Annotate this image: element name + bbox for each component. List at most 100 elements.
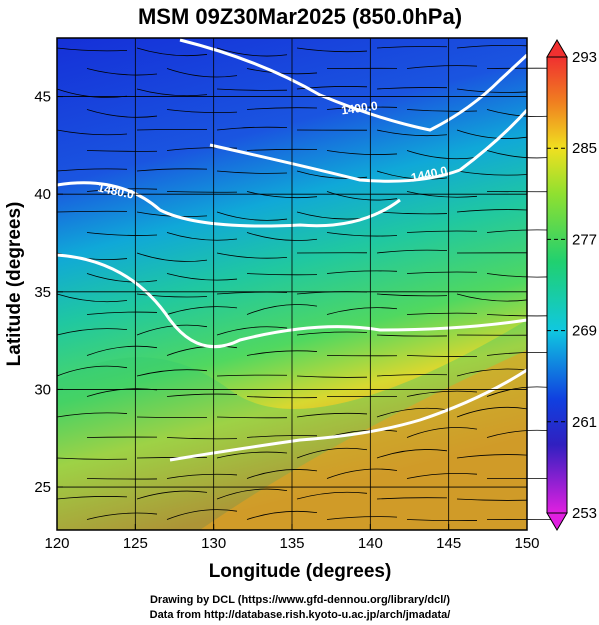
streamline: [216, 374, 288, 377]
streamline: [456, 44, 528, 49]
streamline: [456, 129, 528, 139]
streamline: [136, 47, 208, 57]
streamline: [376, 334, 448, 337]
streamline: [86, 478, 158, 480]
streamline: [406, 230, 478, 233]
y-tick-label: 45: [34, 89, 51, 106]
streamline: [406, 519, 478, 522]
streamline: [456, 368, 528, 377]
streamline: [406, 355, 478, 357]
streamline: [326, 516, 398, 520]
colorbar-max-arrow: [546, 39, 568, 58]
streamline: [456, 406, 528, 418]
streamline: [136, 457, 208, 459]
y-tick-label: 35: [34, 284, 51, 301]
streamline: [456, 454, 528, 459]
streamline: [136, 88, 208, 97]
colorbar-label: 285: [572, 140, 597, 157]
streamline: [406, 191, 478, 198]
streamline: [296, 491, 368, 500]
credit: Drawing by DCL (https://www.gfd-dennou.o…: [150, 594, 450, 606]
contours: [56, 38, 529, 462]
streamline: [246, 148, 318, 151]
streamline: [166, 437, 238, 440]
streamline: [246, 469, 318, 479]
streamline: [376, 170, 448, 180]
streamline: [376, 129, 448, 137]
streamline: [246, 191, 318, 199]
streamline: [326, 468, 398, 479]
chart-title: MSM 09Z30Mar2025 (850.0hPa): [138, 4, 462, 29]
streamline: [376, 449, 448, 459]
streamline: [376, 497, 448, 500]
contour-label: 1400.0: [340, 99, 379, 118]
streamline: [136, 490, 208, 500]
streamline: [86, 311, 158, 315]
streamline: [246, 510, 318, 520]
colorbar-label: 269: [572, 323, 597, 340]
streamline: [216, 47, 288, 57]
streamline: [246, 68, 318, 75]
streamline: [296, 331, 368, 336]
streamline: [376, 249, 448, 254]
colorbar-label: 293: [572, 49, 597, 66]
streamline: [376, 293, 448, 297]
streamline: [136, 293, 208, 298]
streamline: [56, 47, 128, 52]
streamline: [246, 273, 318, 276]
field-shade: [200, 350, 527, 530]
streamline: [56, 412, 128, 418]
streamline: [406, 109, 478, 112]
streamline: [166, 393, 238, 397]
streamline: [326, 150, 398, 155]
streamline: [166, 232, 238, 241]
streamline: [86, 232, 158, 236]
streamline: [406, 65, 478, 69]
y-tick-label: 25: [34, 479, 51, 496]
streamline: [406, 150, 478, 160]
streamline: [296, 47, 368, 53]
streamline: [246, 107, 318, 110]
streamline: [456, 170, 528, 176]
colorbar-label: 261: [572, 414, 597, 431]
streamline: [56, 328, 128, 336]
streamline: [376, 407, 448, 418]
streamline: [136, 128, 208, 131]
streamline: [296, 170, 368, 179]
streamline: [456, 88, 528, 93]
streamline: [456, 498, 528, 501]
streamline: [136, 324, 208, 336]
streamline: [296, 447, 368, 459]
streamline: [56, 365, 128, 377]
streamline: [216, 488, 288, 500]
streamline: [246, 232, 318, 241]
streamline: [406, 271, 478, 274]
streamline: [326, 106, 398, 110]
streamline: [216, 126, 288, 131]
streamline: [166, 68, 238, 78]
colorbar-min-arrow: [546, 512, 568, 531]
streamline: [166, 345, 238, 356]
x-tick-label: 135: [279, 535, 304, 552]
streamline: [86, 150, 158, 152]
streamline: [216, 88, 288, 91]
streamline: [376, 211, 448, 215]
streamline: [456, 209, 528, 213]
streamline: [56, 210, 128, 213]
streamline: [376, 374, 448, 377]
streamline: [166, 473, 238, 479]
streamline: [326, 232, 398, 237]
streamline: [326, 307, 398, 315]
streamline: [166, 147, 238, 151]
colorbar: [546, 56, 568, 514]
y-axis-label: Latitude (degrees): [4, 202, 25, 367]
streamline: [246, 435, 318, 438]
streamline: [216, 291, 288, 295]
streamline: [136, 369, 208, 377]
streamline: [406, 427, 478, 438]
streamline: [136, 168, 208, 172]
streamline: [216, 326, 288, 336]
streamline: [246, 396, 318, 399]
streamline: [166, 109, 238, 113]
y-tick-label: 30: [34, 381, 51, 398]
